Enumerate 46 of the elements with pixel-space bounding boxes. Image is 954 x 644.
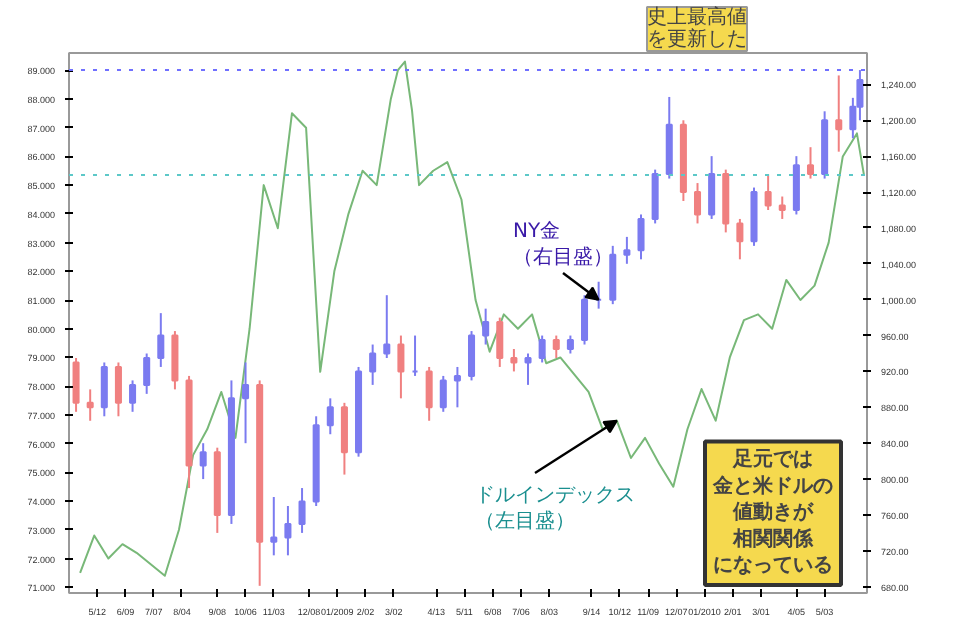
- candlestick: [270, 496, 278, 557]
- candlestick: [298, 487, 306, 534]
- candlestick: [581, 294, 589, 346]
- candlestick: [693, 182, 702, 225]
- candlestick: [157, 312, 165, 368]
- candlestick: [637, 213, 645, 261]
- candlestick: [806, 146, 815, 180]
- candlestick: [439, 374, 447, 413]
- candlestick: [510, 348, 518, 373]
- candlestick: [72, 356, 80, 413]
- annotation: 足元では金と米ドルの値動きが相関関係になっている: [711, 447, 833, 577]
- candlestick: [100, 361, 108, 418]
- candlestick: [736, 217, 744, 261]
- candlestick: [778, 195, 786, 220]
- series-label: NY金（右目盛）: [513, 218, 613, 269]
- text: 史上最高値を更新した: [647, 5, 747, 51]
- candlestick: [143, 352, 151, 395]
- series-label: ドルインデックス（左目盛）: [475, 484, 635, 533]
- line-series: [79, 60, 865, 577]
- candlestick: [453, 365, 461, 409]
- candlestick: [651, 168, 659, 225]
- candlestick: [609, 244, 617, 306]
- candlestick: [468, 330, 476, 382]
- candlestick: [482, 307, 490, 346]
- candlestick: [129, 379, 137, 413]
- candlestick: [552, 334, 560, 359]
- candlestick: [242, 361, 250, 445]
- candlestick: [114, 361, 122, 418]
- candlestick: [369, 343, 377, 386]
- candlestick: [538, 334, 546, 364]
- candlestick: [764, 173, 772, 211]
- candlestick: [708, 155, 716, 220]
- candlestick: [425, 365, 433, 422]
- candlestick: [199, 442, 207, 481]
- candlestick: [171, 330, 179, 391]
- candlestick: [792, 155, 800, 216]
- candlestick: [524, 352, 532, 386]
- candlestick: [835, 74, 843, 153]
- candlestick: [326, 397, 334, 436]
- candlestick: [383, 294, 391, 359]
- candlestick: [397, 334, 405, 400]
- candlestick: [284, 504, 292, 557]
- candlestick: [340, 401, 348, 476]
- candlestick: [86, 388, 94, 422]
- candlestick: [496, 316, 504, 368]
- candlestick: [623, 235, 631, 265]
